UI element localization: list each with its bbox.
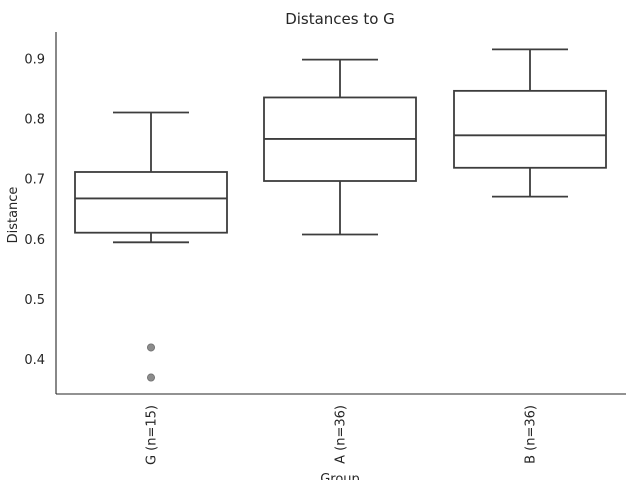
x-axis-label: Group (320, 472, 360, 480)
outlier-point (146, 343, 155, 352)
iqr-box (453, 89, 607, 169)
boxes-group (74, 48, 607, 382)
iqr-box (74, 171, 228, 234)
y-tick-label: 0.6 (24, 233, 45, 248)
plot-area: 0.4 0.5 0.6 0.7 0.8 0.9 G (n=15) A (n=36) B (n=… (24, 32, 626, 465)
outlier-point (146, 373, 155, 382)
y-tick-label: 0.7 (24, 173, 45, 188)
y-axis-label: Distance (6, 187, 21, 244)
box-1 (263, 58, 417, 236)
box-0 (74, 111, 228, 382)
x-tick-label: A (n=36) (334, 405, 349, 464)
y-tick-label: 0.4 (24, 353, 45, 368)
x-tick-label: B (n=36) (524, 405, 539, 464)
chart-title: Distances to G (285, 10, 395, 28)
box-2 (453, 48, 607, 198)
y-axis-ticks: 0.4 0.5 0.6 0.7 0.8 0.9 (24, 53, 45, 369)
x-tick-label: G (n=15) (145, 405, 160, 465)
y-tick-label: 0.5 (24, 293, 45, 308)
y-tick-label: 0.8 (24, 113, 45, 128)
x-axis-ticks: G (n=15) A (n=36) B (n=36) (145, 405, 539, 465)
y-tick-label: 0.9 (24, 53, 45, 68)
